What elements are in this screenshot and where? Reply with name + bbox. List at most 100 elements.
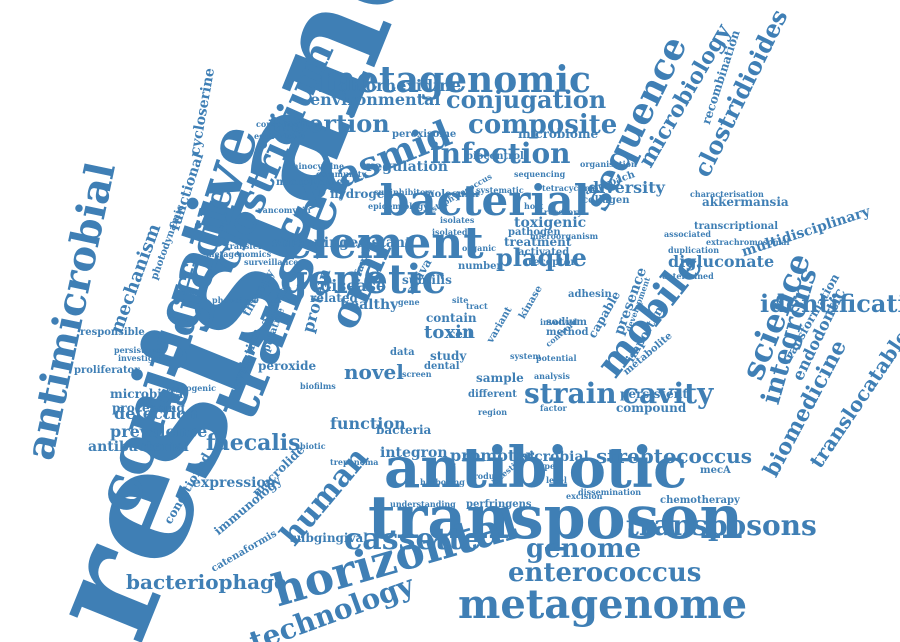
word-83: microbiome: [518, 127, 599, 141]
word-8: conjugation: [446, 85, 607, 114]
word-31: genome: [526, 534, 642, 564]
word-125: number: [458, 261, 502, 272]
word-99: treatment: [504, 235, 572, 249]
word-132: method: [546, 327, 589, 338]
word-161: tract: [466, 301, 488, 311]
word-82: peroxisome: [392, 129, 457, 140]
word-6: metagenomic: [318, 59, 591, 101]
word-138: phenotype: [212, 295, 259, 305]
word-145: determined: [662, 271, 714, 281]
word-168: factor: [540, 403, 567, 413]
word-130: variant: [485, 305, 515, 345]
word-89: proliferator: [74, 365, 140, 376]
word-155: isolates: [440, 215, 475, 225]
word-59: toxigenic: [514, 215, 587, 231]
word-119: adhesin: [568, 289, 612, 300]
word-79: persistent: [620, 387, 688, 401]
word-165: analysis: [534, 371, 570, 381]
word-162: site: [452, 295, 469, 305]
word-77: processing: [112, 401, 185, 415]
word-61: hydrogen: [330, 187, 394, 201]
word-47: microbial: [514, 449, 589, 465]
word-116: characterisation: [690, 189, 764, 199]
word-117: subtilis: [402, 273, 452, 287]
word-39: faecalis: [206, 430, 301, 456]
word-11: environmental: [310, 90, 441, 109]
word-36: strain: [524, 377, 617, 410]
word-102: collagen: [582, 195, 630, 206]
word-19: genetic: [280, 256, 446, 303]
word-24: identification: [760, 289, 900, 318]
word-91: persistence: [114, 345, 166, 355]
word-143: excision: [566, 491, 603, 501]
word-141: isolated: [432, 227, 468, 237]
word-37: cavity: [622, 377, 714, 410]
word-109: study: [430, 349, 467, 363]
word-128: organic: [462, 243, 497, 253]
word-115: organisation: [580, 159, 637, 169]
word-44: function: [330, 414, 406, 433]
word-34: bacteriophage: [126, 570, 287, 594]
word-167: region: [478, 407, 508, 417]
word-26: transposon: [368, 483, 743, 553]
word-163: gene: [398, 297, 420, 307]
word-131: kinase: [517, 283, 545, 321]
word-104: molecular: [424, 189, 481, 200]
word-28: metagenome: [458, 581, 748, 628]
word-72: perfringens: [466, 499, 532, 510]
word-46: promoter: [450, 446, 534, 465]
word-69: resistant: [342, 235, 412, 251]
word-160: host: [524, 201, 544, 211]
word-153: involved: [540, 317, 578, 327]
word-176: surveillance: [244, 257, 299, 267]
word-81: microbiomes: [276, 177, 349, 188]
word-170: level: [546, 475, 567, 485]
word-133: sodium: [546, 317, 587, 328]
word-110: dental: [424, 361, 460, 372]
word-71: expression: [192, 475, 276, 491]
word-149: biotic: [300, 441, 326, 451]
word-68: screening: [272, 235, 350, 251]
word-55: digluconate: [668, 252, 775, 271]
word-158: vancomycin: [258, 205, 311, 215]
word-175: community: [316, 169, 367, 179]
word-88: concentration: [256, 119, 319, 129]
word-174: sequencing: [514, 169, 566, 179]
word-25: antibiotic: [384, 435, 688, 501]
word-144: treponema: [330, 457, 379, 467]
word-93: chemotherapy: [660, 495, 740, 506]
word-65: disease: [320, 276, 387, 295]
word-12: chlorhexidine: [338, 76, 462, 95]
word-95: transcriptional: [694, 221, 779, 232]
word-134: dissemination: [578, 487, 642, 497]
word-139: investigation: [118, 353, 177, 363]
word-147: recovery: [544, 207, 583, 217]
word-177: transfer: [226, 241, 263, 251]
word-90: responsible: [80, 327, 145, 338]
word-101: receptor: [528, 257, 576, 268]
word-73: subgingival: [290, 531, 368, 545]
word-172: potential: [536, 353, 577, 363]
word-64: toxin: [424, 322, 475, 343]
word-43: microbiota: [110, 387, 184, 401]
word-60: regulation: [366, 159, 448, 175]
word-107: sample: [476, 371, 524, 385]
word-106: bacteria: [376, 423, 432, 437]
word-140: pathogenic: [166, 383, 217, 393]
word-159: microorganism: [530, 231, 599, 241]
word-30: cassette: [344, 522, 482, 557]
word-70: plaque: [496, 243, 587, 272]
word-98: pathogen: [508, 227, 561, 238]
word-94: understanding: [390, 499, 456, 509]
word-63: novel: [344, 360, 404, 384]
word-54: akkermansia: [702, 195, 789, 209]
word-10: insertion: [268, 109, 390, 138]
word-84: biocontrol: [466, 151, 524, 162]
word-33: transposons: [626, 509, 817, 542]
word-14: bacterial: [380, 176, 590, 225]
word-15: element: [284, 218, 484, 269]
word-146: harboring: [420, 477, 465, 487]
word-173: product: [468, 471, 504, 481]
word-157: tetracycline: [542, 183, 596, 193]
